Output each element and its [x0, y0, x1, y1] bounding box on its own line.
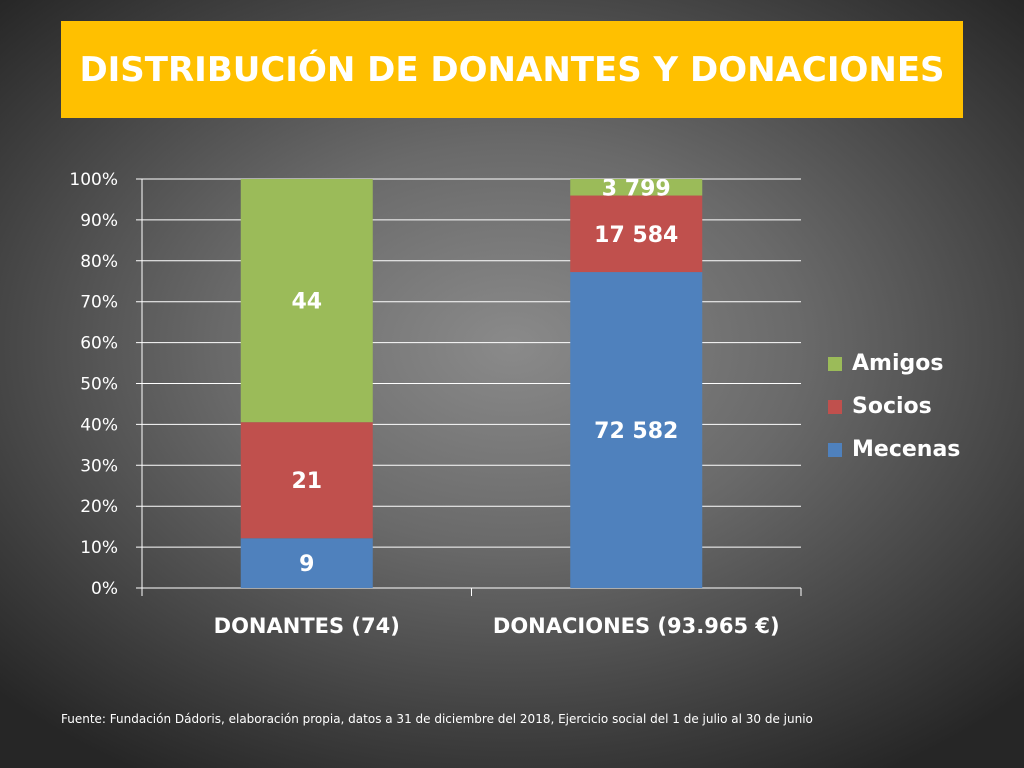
legend-swatch-socios — [828, 399, 842, 414]
bar-segment — [570, 195, 703, 273]
y-tick-label: 10% — [80, 538, 118, 558]
data-label: 21 — [291, 469, 322, 494]
y-tick-label: 20% — [80, 497, 118, 517]
y-tick-label: 80% — [80, 252, 118, 272]
legend-item-mecenas: Mecenas — [828, 428, 960, 471]
y-tick-label: 100% — [69, 170, 118, 190]
data-label: 17 584 — [594, 223, 678, 248]
legend-item-amigos: Amigos — [828, 342, 960, 385]
y-tick-label: 40% — [80, 415, 118, 435]
bar-segment — [240, 538, 373, 588]
bar-segment — [240, 422, 373, 539]
legend-label-socios: Socios — [852, 394, 932, 419]
legend-swatch-mecenas — [828, 442, 842, 457]
bar-segment — [570, 179, 703, 196]
y-tick-label: 70% — [80, 293, 118, 313]
data-label: 3 799 — [602, 176, 671, 201]
x-category-label: DONANTES (74) — [214, 614, 400, 638]
legend: Amigos Socios Mecenas — [828, 342, 960, 471]
y-tick-label: 30% — [80, 456, 118, 476]
legend-label-amigos: Amigos — [852, 351, 944, 376]
source-note: Fuente: Fundación Dádoris, elaboración p… — [61, 712, 813, 726]
chart-title: DISTRIBUCIÓN DE DONANTES Y DONACIONES — [79, 49, 945, 90]
legend-item-socios: Socios — [828, 385, 960, 428]
y-tick-label: 0% — [91, 579, 118, 599]
data-label: 9 — [299, 552, 314, 577]
y-tick-label: 50% — [80, 375, 118, 395]
data-label: 44 — [291, 290, 322, 315]
legend-swatch-amigos — [828, 356, 842, 371]
y-tick-label: 60% — [80, 334, 118, 354]
bar-segment — [570, 272, 703, 588]
legend-label-mecenas: Mecenas — [852, 437, 961, 462]
y-tick-label: 90% — [80, 211, 118, 231]
bar-segment — [240, 179, 373, 423]
data-label: 72 582 — [594, 419, 678, 444]
x-category-label: DONACIONES (93.965 €) — [493, 614, 780, 638]
title-banner: DISTRIBUCIÓN DE DONANTES Y DONACIONES — [61, 21, 963, 118]
